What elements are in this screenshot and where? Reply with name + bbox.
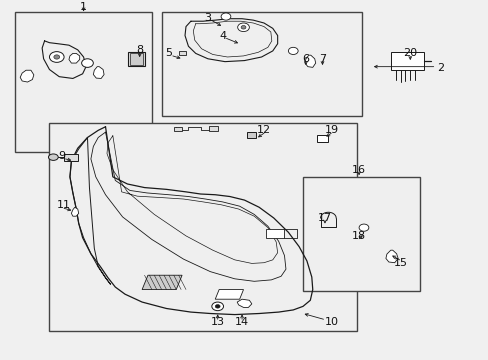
Text: 3: 3 [204, 13, 211, 23]
FancyBboxPatch shape [130, 53, 143, 65]
Circle shape [288, 47, 298, 54]
FancyBboxPatch shape [390, 52, 423, 70]
Text: 10: 10 [325, 317, 338, 327]
Text: 16: 16 [351, 165, 366, 175]
Text: 14: 14 [235, 317, 248, 327]
Polygon shape [305, 55, 315, 67]
Text: 20: 20 [403, 48, 416, 58]
Polygon shape [385, 250, 397, 263]
Polygon shape [93, 67, 104, 78]
Text: 18: 18 [351, 231, 366, 241]
Text: 7: 7 [318, 54, 325, 64]
FancyBboxPatch shape [15, 12, 152, 152]
Circle shape [237, 23, 249, 32]
FancyBboxPatch shape [209, 126, 217, 131]
FancyBboxPatch shape [303, 177, 419, 291]
Text: 2: 2 [436, 63, 443, 73]
Circle shape [358, 224, 368, 231]
Circle shape [54, 55, 60, 59]
FancyBboxPatch shape [128, 52, 144, 66]
Polygon shape [237, 299, 251, 307]
FancyBboxPatch shape [266, 229, 284, 238]
Text: 12: 12 [256, 125, 270, 135]
Polygon shape [20, 70, 34, 82]
Text: 5: 5 [165, 48, 172, 58]
Polygon shape [71, 207, 79, 216]
Text: 1: 1 [80, 2, 87, 12]
FancyBboxPatch shape [64, 154, 78, 161]
Text: 8: 8 [136, 45, 143, 55]
Text: 19: 19 [325, 125, 339, 135]
Text: 6: 6 [301, 54, 308, 64]
Circle shape [211, 302, 223, 311]
Circle shape [241, 26, 245, 29]
Ellipse shape [48, 154, 58, 161]
FancyBboxPatch shape [316, 135, 328, 142]
FancyBboxPatch shape [161, 12, 361, 116]
Polygon shape [69, 53, 80, 63]
FancyBboxPatch shape [246, 132, 256, 138]
Text: 11: 11 [57, 201, 71, 211]
FancyBboxPatch shape [178, 51, 185, 55]
Polygon shape [142, 275, 182, 289]
Polygon shape [215, 289, 243, 299]
Circle shape [215, 305, 220, 308]
Text: 17: 17 [317, 213, 331, 223]
Text: 4: 4 [219, 31, 225, 41]
Text: 15: 15 [393, 258, 407, 268]
FancyBboxPatch shape [49, 123, 356, 331]
Text: 9: 9 [58, 151, 65, 161]
Text: 13: 13 [210, 317, 224, 327]
Circle shape [221, 13, 230, 20]
FancyBboxPatch shape [173, 127, 182, 131]
Circle shape [49, 51, 64, 62]
Circle shape [81, 59, 93, 67]
